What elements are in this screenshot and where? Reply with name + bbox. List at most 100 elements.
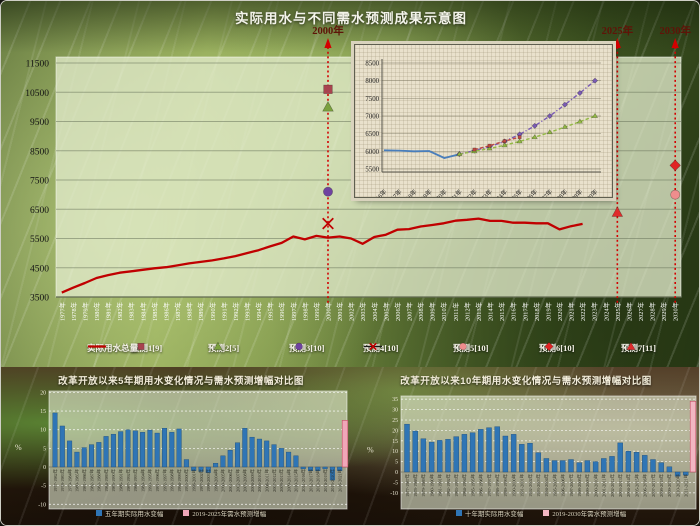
svg-text:2004-2009年: 2004-2009年 (249, 468, 256, 492)
svg-text:35: 35 (392, 397, 398, 403)
svg-text:2021年: 2021年 (445, 188, 464, 197)
svg-text:1991年: 1991年 (219, 302, 228, 321)
svg-text:2028年: 2028年 (550, 188, 569, 197)
svg-text:6500: 6500 (365, 131, 379, 138)
svg-text:1981-1991年: 1981-1991年 (437, 473, 444, 497)
svg-text:1993-1998年: 1993-1998年 (169, 468, 176, 492)
svg-text:0: 0 (43, 465, 46, 471)
legend-marker-diamond-icon (544, 341, 554, 352)
legend-label: 预测1[9] (131, 343, 163, 353)
svg-text:%: % (367, 446, 374, 455)
svg-text:2001年: 2001年 (335, 302, 344, 321)
legend-swatch-icon (183, 510, 190, 516)
svg-text:2018年: 2018年 (400, 188, 419, 197)
svg-text:2015年: 2015年 (497, 302, 506, 321)
legend-marker-circle-icon (295, 342, 303, 351)
svg-text:5500: 5500 (30, 235, 49, 245)
svg-text:1999年: 1999年 (312, 302, 321, 321)
svg-text:1986-1991年: 1986-1991年 (118, 468, 125, 492)
legend-marker-triangle-icon (213, 341, 223, 350)
svg-text:2021年: 2021年 (567, 302, 576, 321)
svg-text:1981年: 1981年 (104, 302, 113, 321)
svg-text:2007-2017年: 2007-2017年 (650, 473, 657, 497)
legend-marker-square-icon (137, 342, 145, 351)
legend-label: 2019-2030年需水预测增幅 (552, 511, 627, 518)
svg-text:1987年: 1987年 (173, 302, 182, 321)
legend-item: 2019-2030年需水预测增幅 (543, 508, 626, 518)
svg-text:1982-1992年: 1982-1992年 (445, 473, 452, 497)
svg-text:2029年: 2029年 (566, 188, 585, 197)
svg-text:20: 20 (40, 390, 46, 396)
legend-label: 预测3[10] (289, 343, 325, 353)
svg-text:2005-2015年: 2005-2015年 (633, 473, 640, 497)
svg-text:2000-2005年: 2000-2005年 (220, 468, 227, 492)
svg-text:2013年: 2013年 (474, 302, 483, 321)
svg-text:1991-1996年: 1991-1996年 (154, 468, 161, 492)
bar10-chart-title: 改革开放以来10年期用水变化情况与需水预测增幅对比图 (400, 376, 652, 387)
bar-chart-5yr: 20 15 10 5 0 -5 -10% 1977-1982年 1978-1983年 1979-1… (15, 390, 349, 510)
svg-text:11500: 11500 (26, 60, 50, 70)
svg-text:2009-2019年: 2009-2019年 (666, 473, 673, 497)
svg-text:1996-2001年: 1996-2001年 (191, 468, 198, 492)
svg-text:1982-1987年: 1982-1987年 (88, 468, 95, 492)
svg-text:5: 5 (43, 446, 46, 452)
svg-text:1997-2002年: 1997-2002年 (198, 468, 205, 492)
svg-text:6500: 6500 (30, 206, 49, 216)
svg-text:2012年: 2012年 (462, 302, 471, 321)
svg-text:2020年: 2020年 (555, 302, 564, 321)
legend-label: 十年期实际用水变幅 (464, 511, 524, 518)
svg-text:1984年: 1984年 (138, 302, 147, 321)
svg-text:2026年: 2026年 (520, 188, 539, 197)
svg-text:2027年: 2027年 (636, 302, 645, 321)
svg-text:2017年: 2017年 (520, 302, 529, 321)
svg-text:2018年: 2018年 (532, 302, 541, 321)
svg-text:2002-2012年: 2002-2012年 (609, 473, 616, 497)
svg-text:1992-1997年: 1992-1997年 (161, 468, 168, 492)
svg-text:1989-1994年: 1989-1994年 (139, 468, 146, 492)
svg-text:2025年: 2025年 (613, 302, 622, 321)
svg-text:1979-1989年: 1979-1989年 (420, 473, 427, 497)
svg-text:1990-2000年: 1990-2000年 (510, 473, 517, 497)
legend-item: 2019-2025年需水预测增幅 (183, 508, 266, 518)
svg-text:1978年: 1978年 (69, 302, 78, 321)
svg-text:7500: 7500 (30, 177, 49, 187)
svg-text:1979-1984年: 1979-1984年 (66, 468, 73, 492)
svg-text:1992-2002年: 1992-2002年 (527, 473, 534, 497)
svg-text:2013-2018年: 2013-2018年 (315, 468, 322, 492)
svg-text:4500: 4500 (30, 264, 49, 274)
svg-text:1993-2003年: 1993-2003年 (535, 473, 542, 497)
legend-marker-line-icon (88, 345, 106, 348)
svg-text:2003年: 2003年 (358, 302, 367, 321)
svg-text:-10: -10 (390, 491, 398, 497)
svg-text:1978-1988年: 1978-1988年 (412, 473, 419, 497)
legend-marker-triangle-icon (626, 341, 636, 350)
svg-text:8000: 8000 (365, 78, 379, 85)
legend-label: 2019-2025年需水预测增幅 (192, 511, 267, 518)
svg-text:1997-2007年: 1997-2007年 (568, 473, 575, 497)
legend-item-forecast5: 预测5[10] (453, 341, 488, 355)
svg-text:1985-1995年: 1985-1995年 (469, 473, 476, 497)
bar5-chart-title: 改革开放以来5年期用水变化情况与需水预测增幅对比图 (58, 376, 304, 387)
svg-text:1977年: 1977年 (57, 302, 66, 321)
svg-text:6000: 6000 (365, 149, 379, 156)
svg-text:2023年: 2023年 (590, 302, 599, 321)
svg-text:2030年: 2030年 (659, 24, 691, 37)
svg-text:20: 20 (392, 428, 398, 434)
legend-item-forecast7: 预测7[11] (621, 341, 656, 355)
svg-text:2017年: 2017年 (385, 188, 404, 197)
svg-text:1990年: 1990年 (208, 302, 217, 321)
svg-text:2008-2018年: 2008-2018年 (658, 473, 665, 497)
svg-text:2024年: 2024年 (601, 302, 610, 321)
svg-text:2023年: 2023年 (475, 188, 494, 197)
svg-text:2014年: 2014年 (486, 302, 495, 321)
svg-text:1985-1990年: 1985-1990年 (110, 468, 117, 492)
svg-text:2001-2011年: 2001-2011年 (601, 473, 608, 496)
svg-text:1980-1985年: 1980-1985年 (74, 468, 81, 492)
svg-text:1996年: 1996年 (277, 302, 286, 321)
svg-text:2003-2013年: 2003-2013年 (617, 473, 624, 497)
inset-chart-panel: 85008000750070006500600055002016年2017年20… (354, 44, 613, 198)
svg-text:1984-1994年: 1984-1994年 (461, 473, 468, 497)
svg-text:2000年: 2000年 (323, 302, 332, 321)
legend-swatch-icon (95, 510, 102, 516)
legend-item-forecast3: 预测3[10] (289, 341, 324, 355)
